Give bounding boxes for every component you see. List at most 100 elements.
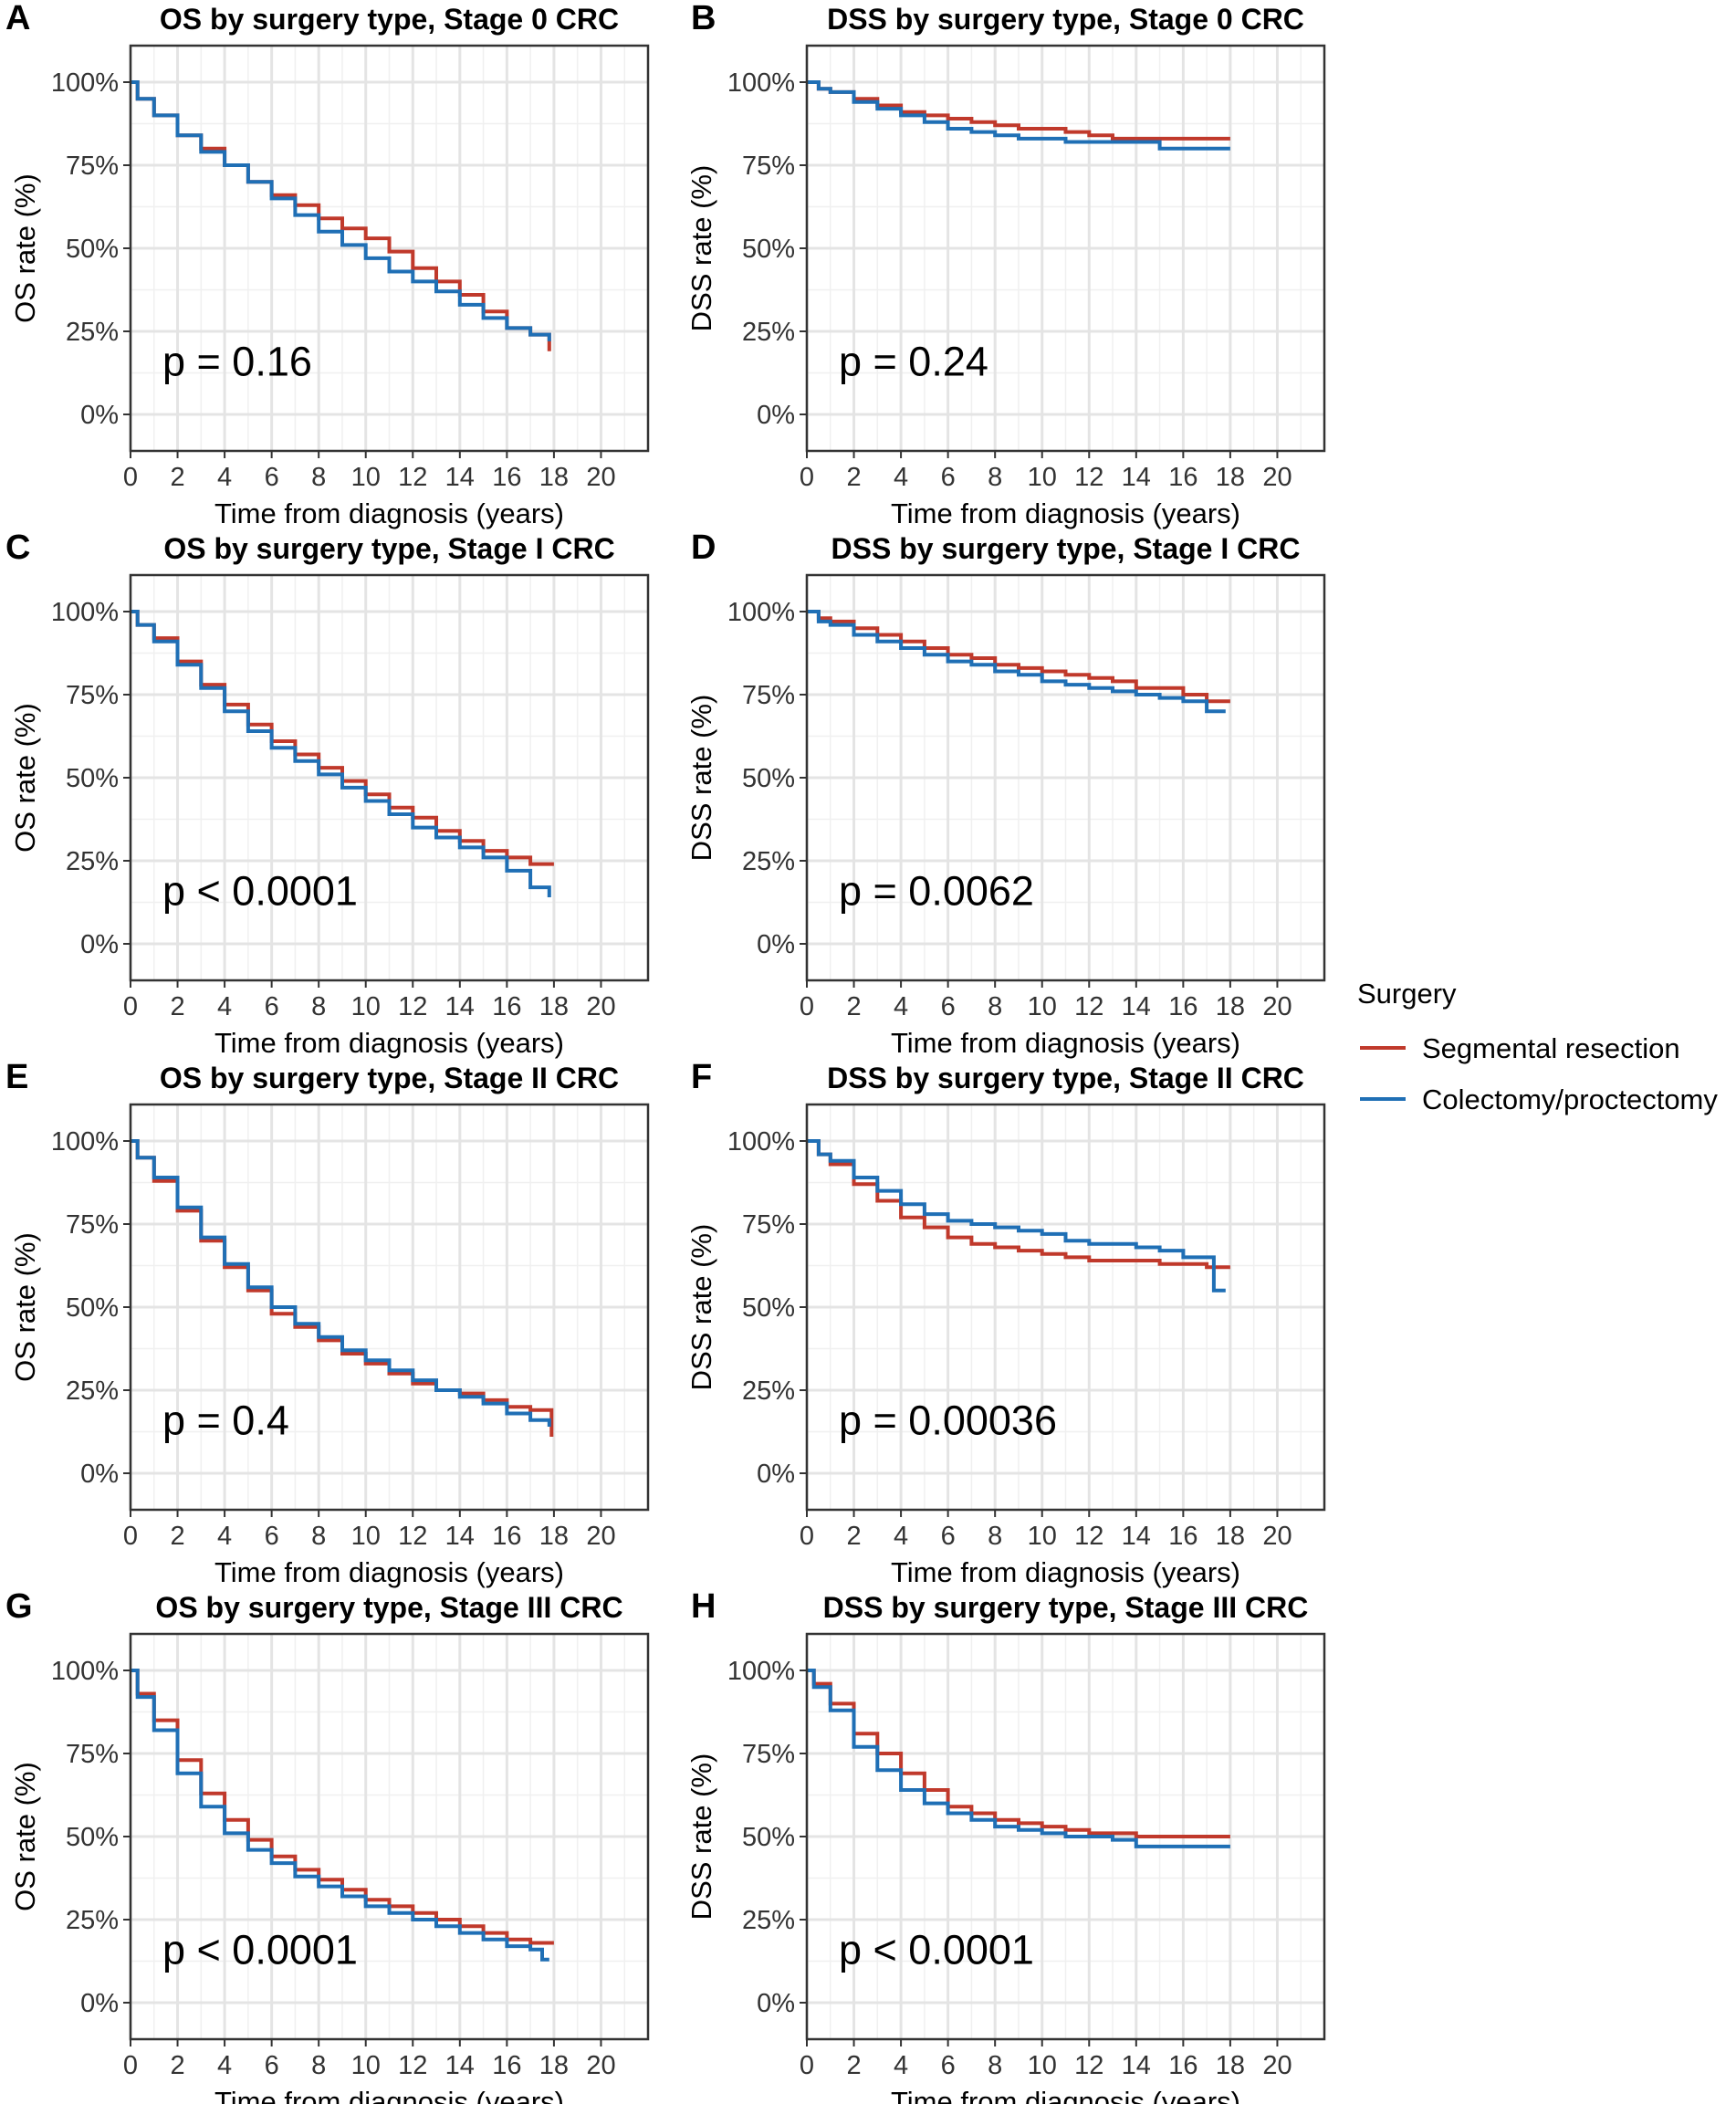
panels-group: 0 2 4 6 8 10 12 14 16 18 200%25%50%75%100%p = 0.16… <box>5 0 1326 2104</box>
x-tick-label: 10 <box>351 463 381 492</box>
x-tick-label: 20 <box>1262 1522 1292 1551</box>
p-value: p = 0.4 <box>162 1397 289 1444</box>
x-tick-label: 18 <box>539 463 569 492</box>
x-tick-label: 6 <box>265 992 279 1021</box>
panel-letter: E <box>5 1058 28 1096</box>
x-tick-label: 8 <box>311 992 326 1021</box>
y-axis-label: DSS rate (%) <box>685 695 717 862</box>
legend: Surgery Segmental resection Colectomy/pr… <box>1357 978 1718 1115</box>
x-tick-label: 2 <box>846 463 861 492</box>
x-tick-label: 6 <box>941 992 956 1021</box>
panel-G: 0 2 4 6 8 10 12 14 16 18 20 0% 25% 50% 75% 100% p < 0.00… <box>5 1587 650 2104</box>
y-tick-label: 75% <box>66 681 119 710</box>
y-axis-label: OS rate (%) <box>9 703 41 853</box>
y-tick-label: 0% <box>757 1989 795 2018</box>
y-tick-label: 25% <box>66 1906 119 1935</box>
series-line-colectomy <box>131 1139 551 1427</box>
x-axis-label: Time from diagnosis (years) <box>214 497 564 529</box>
x-tick-label: 4 <box>894 2051 908 2080</box>
y-axis-label: DSS rate (%) <box>685 1753 717 1921</box>
x-tick-label: 12 <box>1074 1522 1103 1551</box>
x-tick-label: 16 <box>492 1522 521 1551</box>
x-tick-label: 10 <box>1028 2051 1057 2080</box>
x-tick-label: 10 <box>351 992 381 1021</box>
x-tick-label: 16 <box>492 463 521 492</box>
y-tick-label: 100% <box>727 68 795 98</box>
x-tick-label: 0 <box>800 1522 814 1551</box>
x-tick-label: 2 <box>170 992 184 1021</box>
x-tick-label: 2 <box>846 2051 861 2080</box>
x-tick-label: 12 <box>398 1522 427 1551</box>
p-value: p = 0.16 <box>162 339 312 385</box>
x-tick-label: 0 <box>800 2051 814 2080</box>
panel-B: 0 2 4 6 8 10 12 14 16 18 20 0% 25% 50% 75% 100% p = 0.24… <box>685 0 1326 529</box>
panel-letter: A <box>5 0 30 37</box>
plot-border <box>129 1103 650 1512</box>
x-axis-label: Time from diagnosis (years) <box>214 2086 564 2104</box>
y-tick-label: 50% <box>66 1293 119 1323</box>
x-tick-label: 2 <box>846 992 861 1021</box>
y-tick-label: 25% <box>742 1906 795 1935</box>
x-tick-label: 2 <box>170 463 184 492</box>
p-value: p = 0.00036 <box>839 1397 1057 1444</box>
panel-title: OS by surgery type, Stage I CRC <box>163 532 614 565</box>
y-tick-label: 0% <box>80 401 119 430</box>
y-tick-label: 75% <box>66 152 119 181</box>
x-tick-label: 18 <box>1216 992 1245 1021</box>
x-tick-label: 2 <box>170 2051 184 2080</box>
y-tick-label: 100% <box>727 1657 795 1686</box>
x-tick-label: 20 <box>586 992 615 1021</box>
panel-A: 0 2 4 6 8 10 12 14 16 18 20 0% 25% 50% 75% 100% p = 0.16… <box>5 0 650 529</box>
x-tick-label: 4 <box>217 463 232 492</box>
x-axis-label: Time from diagnosis (years) <box>214 1027 564 1059</box>
y-tick-label: 75% <box>742 152 795 181</box>
x-tick-label: 4 <box>894 992 908 1021</box>
y-tick-label: 50% <box>66 764 119 793</box>
y-tick-label: 75% <box>66 1210 119 1240</box>
panel-letter: F <box>691 1058 712 1096</box>
x-tick-label: 16 <box>492 2051 521 2080</box>
y-tick-label: 25% <box>742 318 795 347</box>
panel-title: DSS by surgery type, Stage III CRC <box>823 1591 1309 1624</box>
x-tick-label: 14 <box>445 1522 475 1551</box>
x-tick-label: 16 <box>1168 2051 1197 2080</box>
x-tick-label: 4 <box>894 1522 908 1551</box>
panel-title: OS by surgery type, Stage III CRC <box>155 1591 622 1624</box>
y-tick-label: 0% <box>757 1460 795 1489</box>
x-axis-label: Time from diagnosis (years) <box>891 497 1240 529</box>
y-tick-label: 50% <box>742 764 795 793</box>
x-tick-label: 10 <box>351 1522 381 1551</box>
x-tick-label: 0 <box>123 1522 138 1551</box>
series-line-colectomy <box>131 610 551 897</box>
panel-F: 0 2 4 6 8 10 12 14 16 18 20 0% 25% 50% 75% 100% p = 0.00… <box>685 1058 1326 1588</box>
x-axis-label: Time from diagnosis (years) <box>891 1027 1240 1059</box>
y-tick-label: 0% <box>757 401 795 430</box>
x-tick-label: 8 <box>988 1522 1002 1551</box>
y-axis-label: OS rate (%) <box>9 1232 41 1382</box>
panel-letter: G <box>5 1587 33 1626</box>
x-tick-label: 10 <box>1028 992 1057 1021</box>
plot-border <box>129 44 650 453</box>
x-tick-label: 10 <box>351 2051 381 2080</box>
x-tick-label: 0 <box>800 463 814 492</box>
x-tick-label: 14 <box>1122 1522 1151 1551</box>
x-tick-label: 6 <box>265 2051 279 2080</box>
panel-D: 0 2 4 6 8 10 12 14 16 18 20 0% 25% 50% 75% 100% p = 0.00… <box>685 529 1326 1059</box>
x-tick-label: 20 <box>586 463 615 492</box>
x-tick-label: 20 <box>1262 2051 1292 2080</box>
x-tick-label: 16 <box>1168 463 1197 492</box>
series-line-colectomy <box>807 80 1230 151</box>
x-tick-label: 14 <box>1122 2051 1151 2080</box>
y-tick-label: 0% <box>80 1989 119 2018</box>
x-tick-label: 8 <box>311 1522 326 1551</box>
y-tick-label: 50% <box>742 235 795 264</box>
x-tick-label: 18 <box>539 2051 569 2080</box>
x-tick-label: 6 <box>265 463 279 492</box>
plot-border <box>805 1632 1326 2041</box>
y-tick-label: 25% <box>66 847 119 876</box>
x-tick-label: 14 <box>445 463 475 492</box>
p-value: p < 0.0001 <box>162 868 358 915</box>
x-tick-label: 12 <box>1074 463 1103 492</box>
plot-border <box>129 573 650 982</box>
legend-label-colectomy: Colectomy/proctectomy <box>1422 1083 1718 1115</box>
